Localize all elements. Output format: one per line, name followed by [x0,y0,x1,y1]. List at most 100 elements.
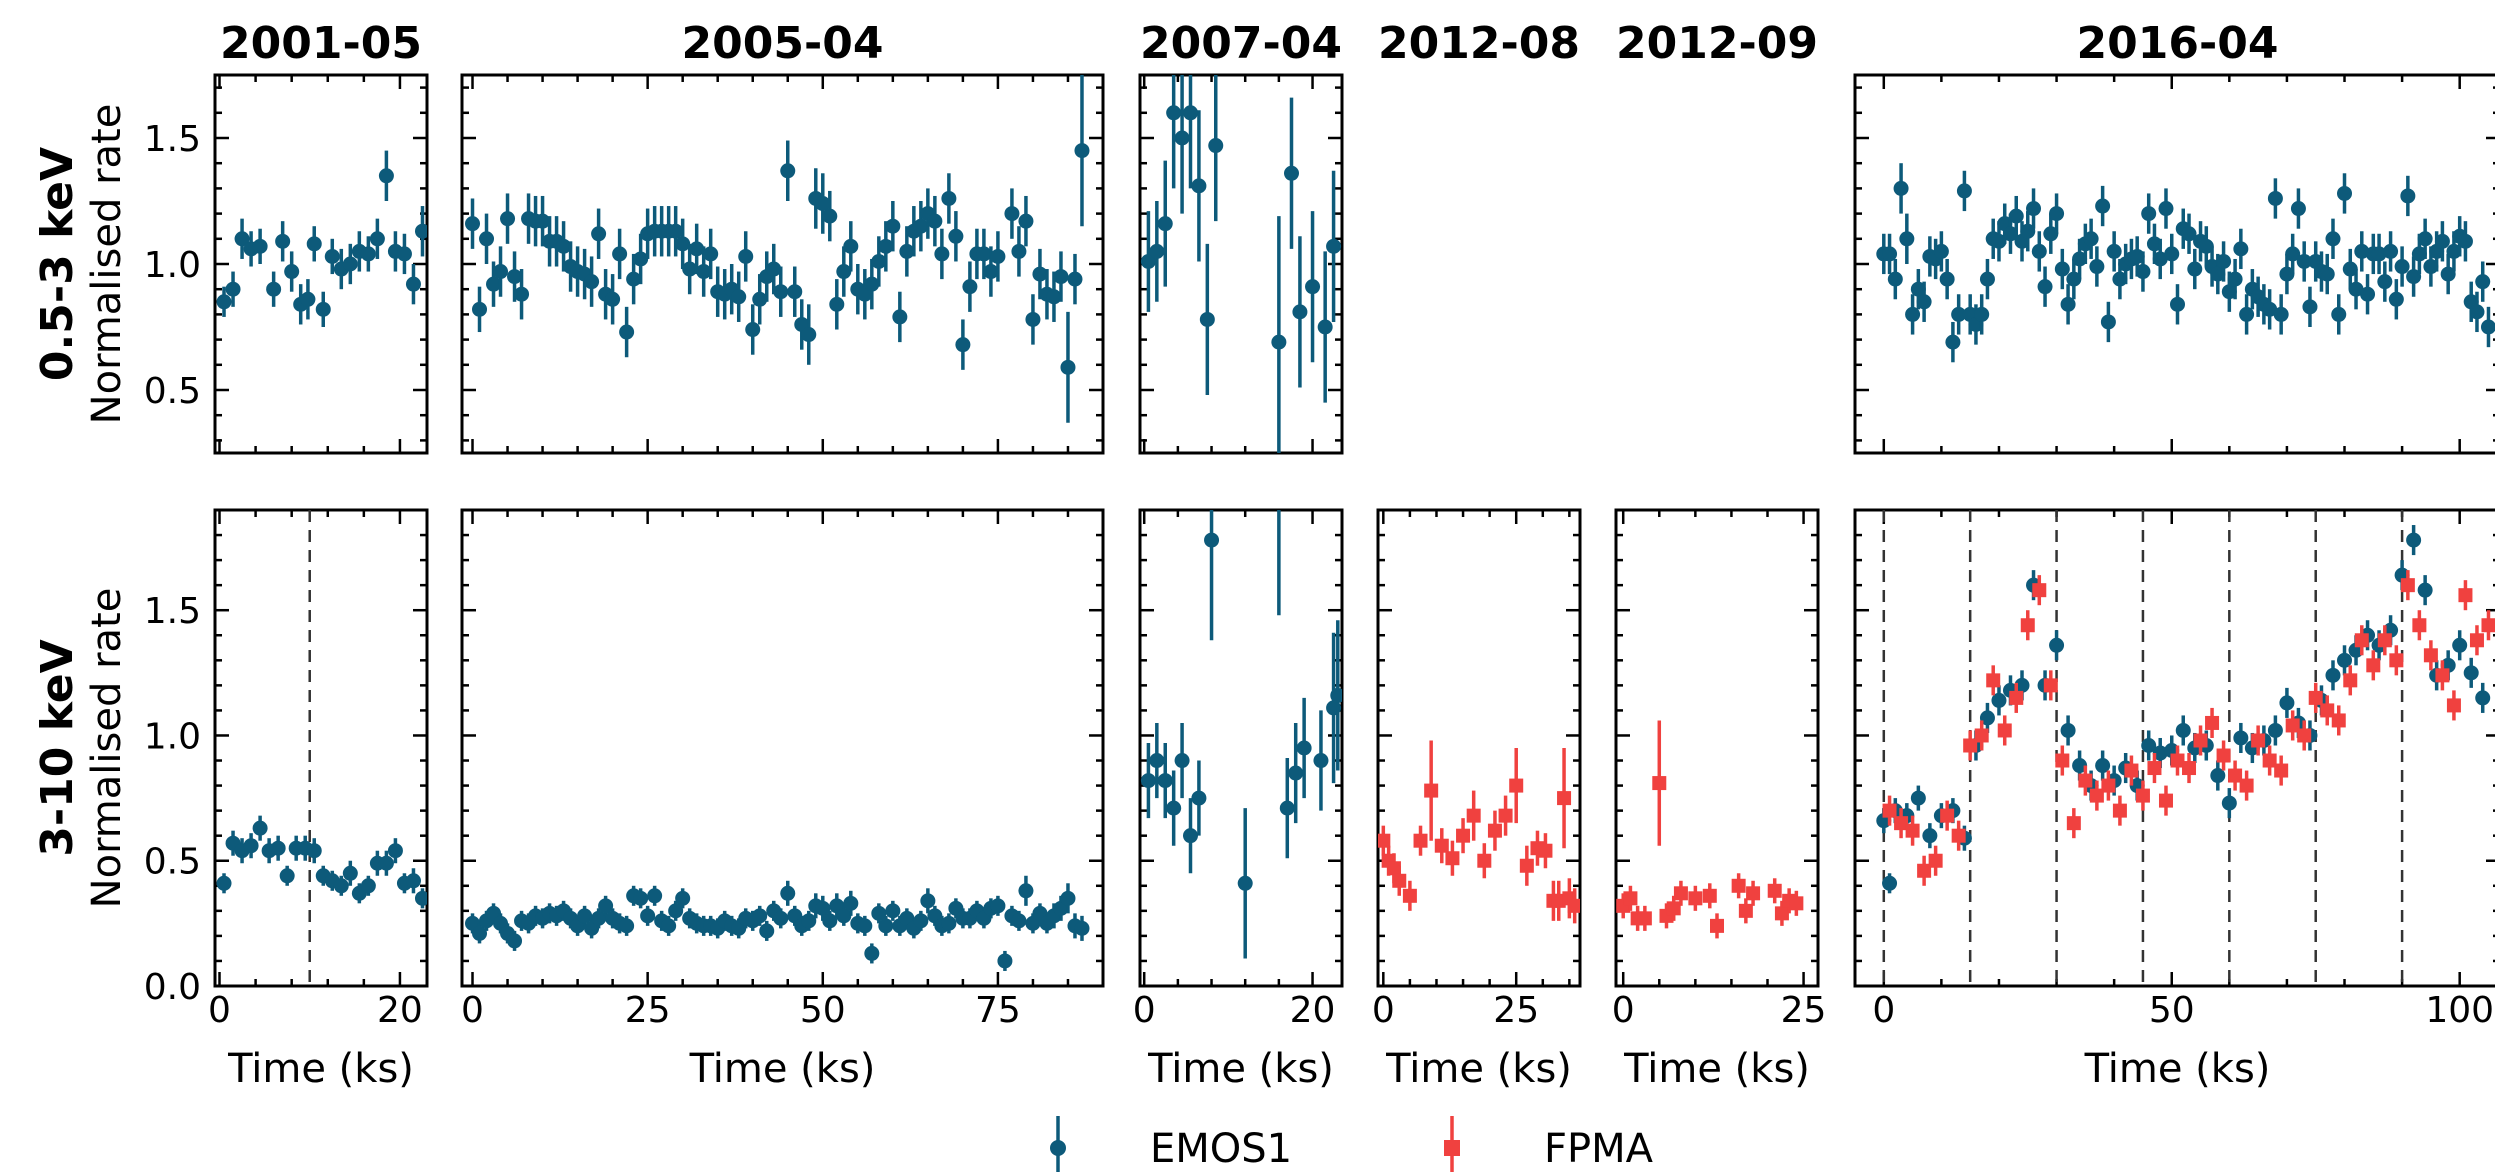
emos1-point [885,903,901,919]
fpma-point [1731,878,1746,893]
emos1-point [864,276,880,292]
emos1-point [1330,687,1342,703]
emos1-point [2112,271,2128,287]
fpma-point [1466,808,1481,823]
emos1-point [1974,306,1990,322]
fpma-point [1882,803,1897,818]
fpma-point [2089,788,2104,803]
emos1-point [2060,296,2076,312]
x-tick-label: 50 [2149,990,2195,1031]
fpma-point [1974,728,1989,743]
fpma-point [1940,808,1955,823]
emos1-point [2233,730,2249,746]
fpma-point [2193,733,2208,748]
emos1-point [647,888,663,904]
emos1-point [342,865,358,881]
emos1-point [2049,206,2065,222]
emos1-point [1292,304,1308,320]
fpma-point [2205,715,2220,730]
emos1-point [234,231,250,247]
panel-2001-05-soft: 0.5 1.0 1.5 [144,73,429,455]
fpma-point [1498,808,1513,823]
fpma-point [2297,728,2312,743]
emos1-point [2037,279,2053,295]
emos1-point [2233,241,2249,257]
epoch-title: 2007-04 [1140,18,1342,69]
emos1-point [1046,289,1062,305]
emos1-point [2262,301,2278,317]
emos1-point [360,878,376,894]
emos1-point [1174,130,1190,146]
fpma-point [1424,783,1439,798]
x-axis-label: Time (ks) [2084,1046,2271,1092]
emos1-point [1157,773,1173,789]
emos1-point [2095,198,2111,214]
fpma-point [2216,748,2231,763]
emos1-point [2331,306,2347,322]
emos1-point [2031,243,2047,259]
emos1-point [2475,690,2491,706]
x-tick-label: 25 [625,990,671,1031]
x-axis-label: Time (ks) [227,1046,414,1092]
emos1-point [2083,231,2099,247]
fpma-point [2412,618,2427,633]
emos1-point [2417,582,2433,598]
emos1-point [2377,274,2393,290]
emos1-point [2273,306,2289,322]
x-axis-label: Time (ks) [1385,1046,1572,1092]
emos1-point [2152,251,2168,267]
emos1-point [780,163,796,179]
fpma-point [2182,761,2197,776]
fpma-point [2366,658,2381,673]
fpma-point [1894,816,1909,831]
fpma-point [1402,888,1417,903]
emos1-point [675,236,691,252]
emos1-point [2095,758,2111,774]
emos1-point [1910,281,1926,297]
fpma-point [2239,778,2254,793]
fpma-point [2354,633,2369,648]
y-tick-label: 0.5 [144,842,201,883]
x-tick-label: 100 [2425,990,2494,1031]
emos1-point [2394,259,2410,275]
emos1-point [2285,246,2301,262]
emos1-point [2072,758,2088,774]
emos1-point [1326,238,1342,254]
emos1-point [990,248,1006,264]
emos1-point [591,226,607,242]
emos1-point [2325,667,2341,683]
emos1-point [1204,532,1220,548]
emos1-point [1284,165,1299,181]
emos1-point [1011,243,1027,259]
data-layer [216,510,427,986]
fpma-point [2032,583,2047,598]
x-axis-label: Time (ks) [1147,1046,1334,1092]
emos1-point [689,241,705,257]
emos1-point [486,276,502,292]
emos1-point [983,264,999,280]
panel-2001-05-hard: 0.0 0.5 1.0 1.5 0 20 Time (ks) [144,508,429,1092]
fpma-point [1477,853,1492,868]
emos1-point [1933,243,1949,259]
fpma-point [1509,778,1524,793]
fpma-point [1487,823,1502,838]
emos1-point [2002,226,2018,242]
emos1-point [962,279,978,295]
panel-2016-04-soft [1853,73,2495,455]
emos1-point [1191,178,1207,194]
emos1-point [252,820,268,836]
emos1-point [472,301,488,317]
emos1-point [1905,306,1921,322]
emos1-point [605,291,621,307]
emos1-point [507,933,523,949]
emos1-point [500,211,516,227]
emos1-point [892,309,908,325]
emos1-point [2440,266,2456,282]
fpma-point [2469,633,2484,648]
fpma-point [2020,618,2035,633]
emos1-point [857,918,873,934]
fpma-point [1445,851,1460,866]
emos1-point [668,223,684,239]
emos1-point [864,945,880,961]
emos1-point [2290,201,2306,217]
